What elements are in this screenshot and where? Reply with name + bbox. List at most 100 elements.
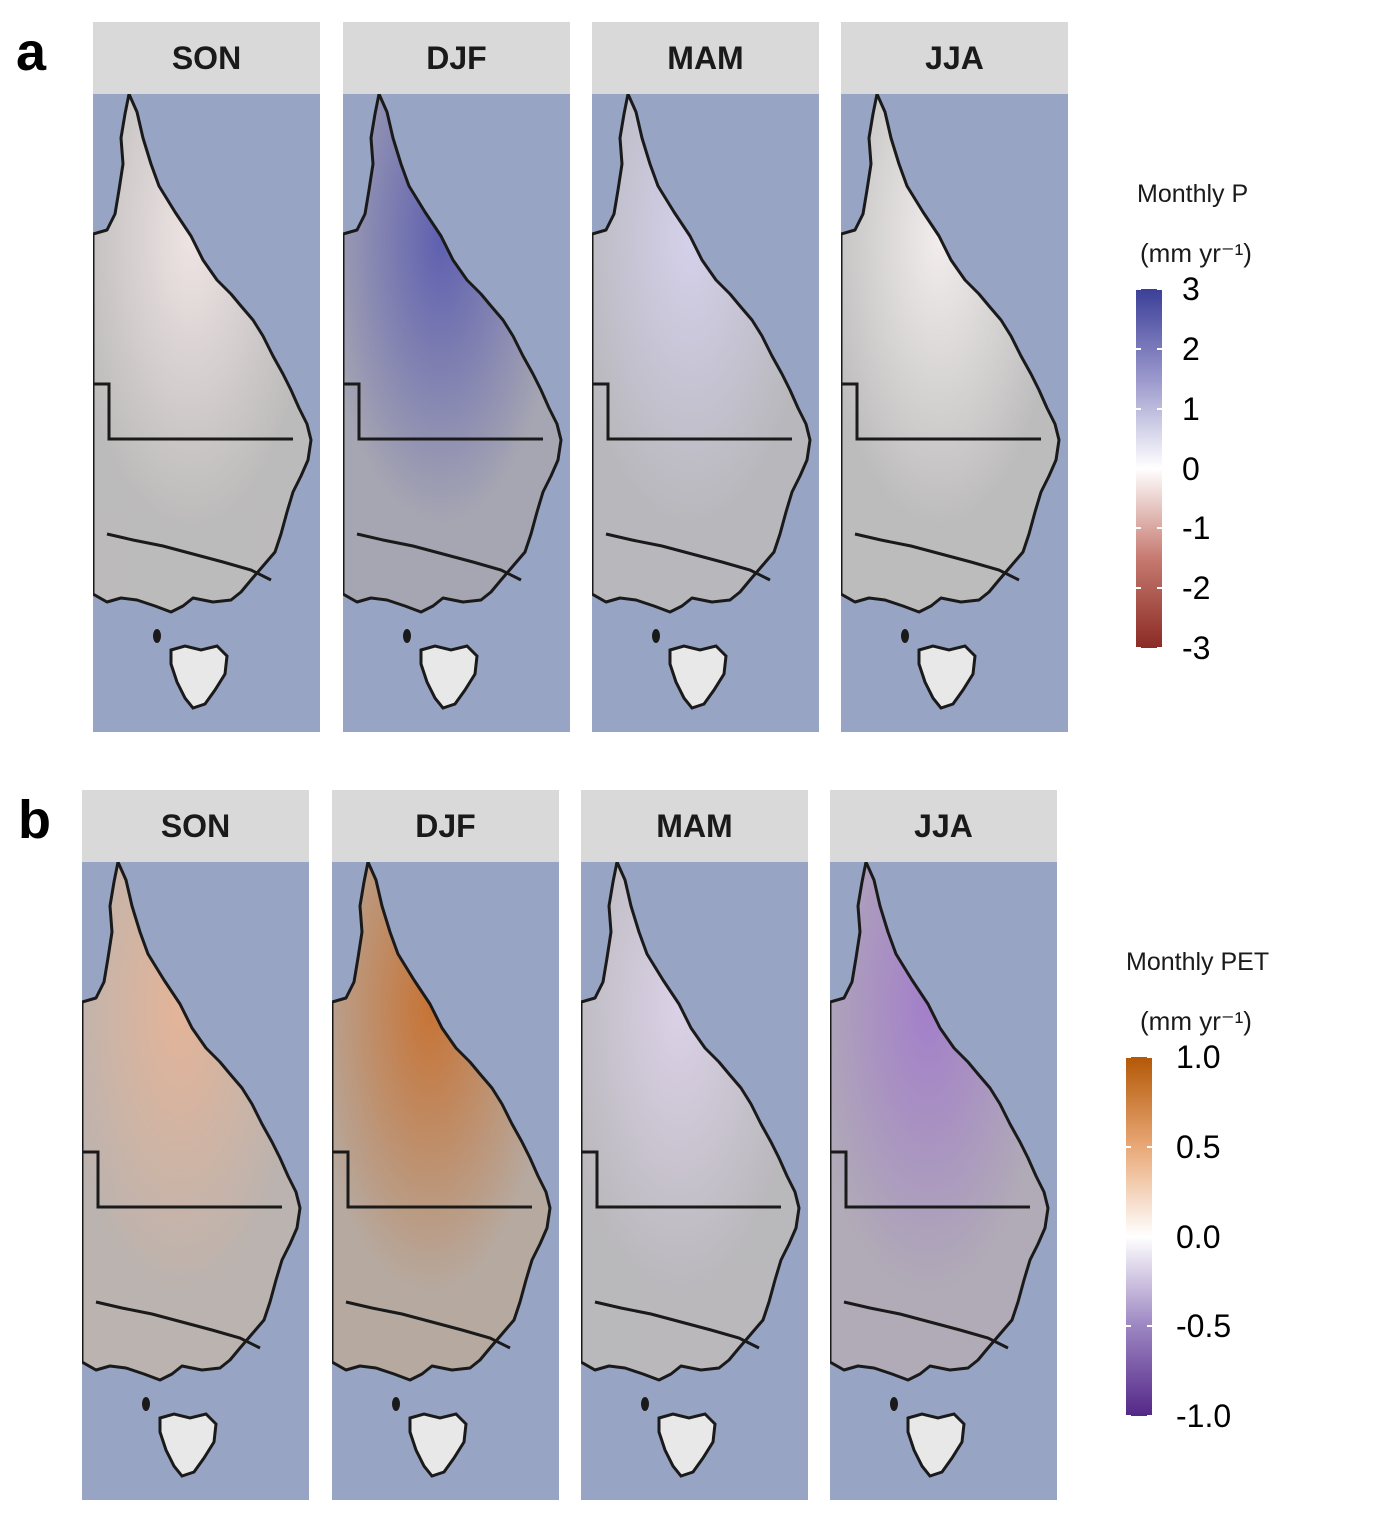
coastline: [830, 862, 1050, 1382]
legend-tick-label: -1: [1182, 510, 1211, 547]
legend-tick-mark: [1136, 407, 1141, 410]
legend-tick-mark: [1126, 1325, 1131, 1328]
legend-tick-mark: [1157, 347, 1162, 350]
anomaly-field: [830, 862, 1048, 1380]
coastline: [592, 94, 812, 614]
facet-djf: DJF: [343, 22, 570, 732]
land-tasmania: [169, 644, 229, 710]
legend-tick-mark: [1126, 1415, 1131, 1417]
facet-strip-label: JJA: [841, 22, 1068, 94]
legend-tick-mark: [1157, 647, 1162, 649]
land-tasmania: [657, 1412, 717, 1478]
coastline: [841, 94, 1061, 614]
island: [890, 1397, 898, 1411]
legend-tick-label: -2: [1182, 570, 1211, 607]
legend-unit: (mm yr⁻¹): [1140, 238, 1252, 268]
legend-title: Monthly PET: [1126, 948, 1270, 976]
anomaly-field: [343, 94, 561, 612]
state-border: [605, 532, 771, 582]
facet-strip-label: DJF: [343, 22, 570, 94]
state-border: [594, 1300, 760, 1350]
facet-strip-label: MAM: [581, 790, 808, 862]
state-border: [332, 1150, 532, 1209]
facet-strip-label: DJF: [332, 790, 559, 862]
land-tasmania: [917, 644, 977, 710]
anomaly-field: [581, 862, 799, 1380]
land-tasmania: [906, 1412, 966, 1478]
legend-tick-mark: [1147, 1145, 1152, 1148]
island: [403, 629, 411, 643]
coastline: [93, 94, 313, 614]
legend-tick-mark: [1126, 1056, 1131, 1058]
island: [142, 1397, 150, 1411]
legend-tick-label: -1.0: [1176, 1398, 1232, 1434]
state-border: [581, 1150, 781, 1209]
island: [153, 629, 161, 643]
facet-mam: MAM: [592, 22, 819, 732]
legend-unit: (mm yr⁻¹): [1140, 1006, 1252, 1036]
island: [652, 629, 660, 643]
map-panel: [830, 862, 1057, 1500]
map-panel: [581, 862, 808, 1500]
legend-tick-mark: [1136, 347, 1141, 350]
map-panel: [343, 94, 570, 732]
state-border: [854, 532, 1020, 582]
legend-tick-label: -0.5: [1176, 1308, 1232, 1345]
legend-tick-mark: [1147, 1235, 1152, 1238]
legend-tick-mark: [1147, 1325, 1152, 1328]
legend-tick-mark: [1136, 587, 1141, 590]
legend-tick-mark: [1157, 587, 1162, 590]
legend-tick-mark: [1136, 527, 1141, 530]
legend-tick-label: 1: [1182, 390, 1200, 427]
state-border: [345, 1300, 511, 1350]
legend-tick-label: 3: [1182, 271, 1200, 307]
facet-son: SON: [93, 22, 320, 732]
map-panel: [841, 94, 1068, 732]
legend-title: Monthly P: [1137, 180, 1249, 208]
map-panel: [332, 862, 559, 1500]
state-border: [592, 382, 792, 441]
legend-tick-label: 1.0: [1176, 1039, 1221, 1075]
state-border: [82, 1150, 282, 1209]
legend-tick-mark: [1136, 467, 1141, 470]
legend-tick-label: 0.0: [1176, 1218, 1221, 1255]
land-tasmania: [158, 1412, 218, 1478]
state-border: [106, 532, 272, 582]
legend-tick-mark: [1157, 407, 1162, 410]
facet-djf: DJF: [332, 790, 559, 1500]
legend-tick-mark: [1136, 647, 1141, 649]
facet-strip-label: MAM: [592, 22, 819, 94]
legend-tick-label: -3: [1182, 630, 1211, 666]
legend-tick-label: 0.5: [1176, 1128, 1221, 1165]
facet-strip-label: JJA: [830, 790, 1057, 862]
coastline: [343, 94, 563, 614]
facet-son: SON: [82, 790, 309, 1500]
state-border: [830, 1150, 1030, 1209]
coastline: [581, 862, 801, 1382]
facet-jja: JJA: [830, 790, 1057, 1500]
legend-tick-label: 0: [1182, 450, 1200, 487]
legend-tick-mark: [1157, 288, 1162, 290]
legend-tick-mark: [1147, 1056, 1152, 1058]
island: [901, 629, 909, 643]
anomaly-field: [82, 862, 300, 1380]
state-border: [356, 532, 522, 582]
legend-tick-mark: [1126, 1145, 1131, 1148]
coastline: [332, 862, 552, 1382]
state-border: [841, 382, 1041, 441]
facet-strip-label: SON: [82, 790, 309, 862]
map-panel: [93, 94, 320, 732]
island: [641, 1397, 649, 1411]
panel-label-b: b: [18, 790, 51, 850]
anomaly-field: [93, 94, 311, 612]
island: [392, 1397, 400, 1411]
map-panel: [82, 862, 309, 1500]
legend-tick-mark: [1157, 467, 1162, 470]
facet-jja: JJA: [841, 22, 1068, 732]
panel-label-a: a: [16, 22, 47, 82]
legend-tick-label: 2: [1182, 330, 1200, 367]
anomaly-field: [332, 862, 550, 1380]
land-tasmania: [419, 644, 479, 710]
state-border: [93, 382, 293, 441]
map-panel: [592, 94, 819, 732]
